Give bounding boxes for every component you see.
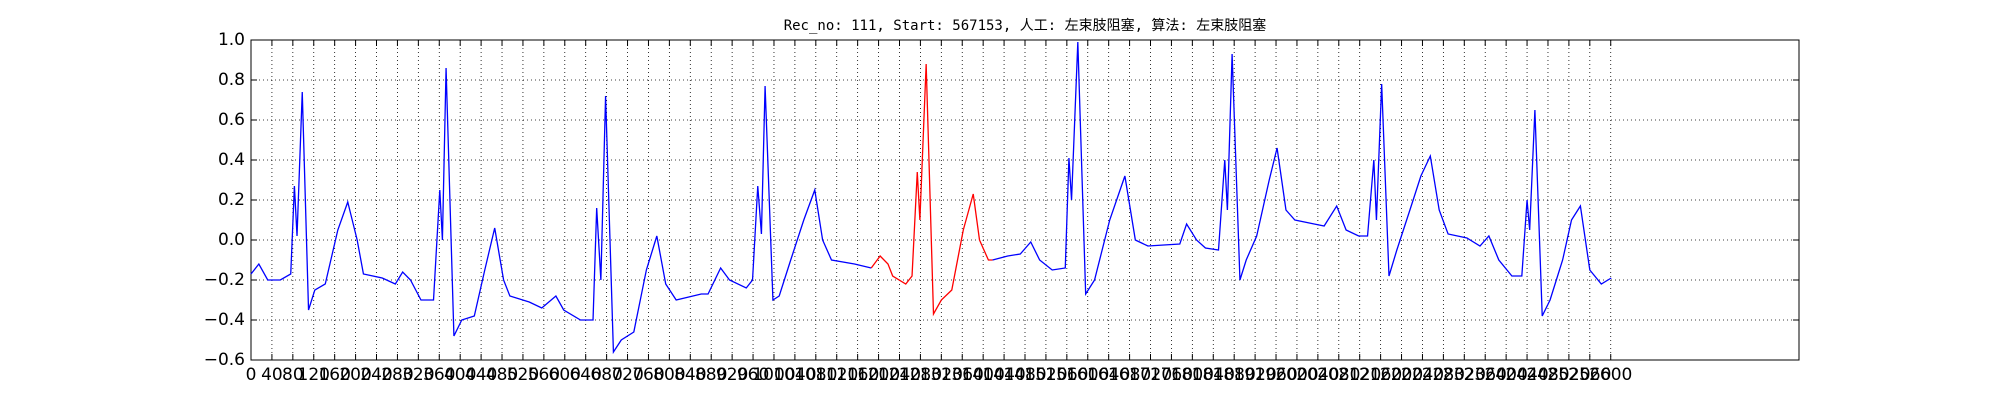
x-tick-label: 1680 [1108, 365, 1151, 385]
y-tick-label: −0.4 [204, 310, 245, 330]
x-tick-label: 1360 [941, 365, 984, 385]
x-tick-label: 0 [246, 365, 257, 385]
x-tick-label: 2600 [1589, 365, 1632, 385]
x-tick-label: 2040 [1296, 365, 1339, 385]
x-tick-label: 2520 [1547, 365, 1590, 385]
x-tick-label: 1320 [920, 365, 963, 385]
x-tick-label: 40 [261, 365, 283, 385]
y-tick-label: 0.6 [218, 110, 245, 130]
x-tick-label: 680 [590, 365, 622, 385]
y-tick-label: 0.8 [218, 70, 245, 90]
x-tick-label: 520 [507, 365, 539, 385]
x-tick-label: 2240 [1401, 365, 1444, 385]
x-tick-label: 1400 [962, 365, 1005, 385]
x-tick-label: 2120 [1338, 365, 1381, 385]
x-tick-label: 880 [695, 365, 727, 385]
x-tick-label: 1600 [1066, 365, 1109, 385]
x-tick-label: 360 [423, 365, 455, 385]
x-tick-label: 1840 [1192, 365, 1235, 385]
x-tick-label: 440 [465, 365, 497, 385]
x-tick-label: 320 [402, 365, 434, 385]
x-tick-label: 1520 [1024, 365, 1067, 385]
x-tick-label: 200 [339, 365, 371, 385]
x-tick-label: 1880 [1213, 365, 1256, 385]
x-tick-label: 760 [632, 365, 664, 385]
x-tick-label: 720 [611, 365, 643, 385]
x-tick-label: 560 [528, 365, 560, 385]
x-tick-label: 840 [674, 365, 706, 385]
x-tick-label: 2280 [1422, 365, 1465, 385]
x-tick-label: 1160 [836, 365, 879, 385]
x-tick-label: 2160 [1359, 365, 1402, 385]
x-tick-label: 800 [653, 365, 685, 385]
x-tick-label: 1800 [1171, 365, 1214, 385]
y-tick-label: −0.6 [204, 350, 245, 370]
x-tick-label: 2400 [1485, 365, 1528, 385]
series-line [992, 41, 1612, 317]
x-tick-label: 1200 [857, 365, 900, 385]
x-tick-label: 960 [737, 365, 769, 385]
x-tick-label: 1640 [1087, 365, 1130, 385]
x-tick-label: 2000 [1275, 365, 1318, 385]
x-tick-label: 1240 [878, 365, 921, 385]
x-tick-label: 1760 [1150, 365, 1193, 385]
x-tick-label: 2480 [1526, 365, 1569, 385]
x-tick-label: 2080 [1317, 365, 1360, 385]
series-line [250, 67, 872, 355]
x-tick-label: 2200 [1380, 365, 1423, 385]
x-tick-label: 1040 [773, 365, 816, 385]
chart-title: Rec_no: 111, Start: 567153, 人工: 左束肢阻塞, 算… [784, 17, 1267, 34]
series-line [870, 63, 993, 317]
plot-frame [250, 39, 1800, 361]
x-tick-label: 1080 [794, 365, 837, 385]
y-tick-label: 0.2 [218, 190, 245, 210]
y-tick-label: 1.0 [218, 30, 245, 50]
x-tick-label: 480 [486, 365, 518, 385]
x-tick-label: 2360 [1464, 365, 1507, 385]
x-tick-label: 280 [381, 365, 413, 385]
x-tick-label: 1920 [1233, 365, 1276, 385]
x-tick-label: 2560 [1568, 365, 1611, 385]
x-tick-label: 80 [282, 365, 304, 385]
x-tick-label: 2440 [1505, 365, 1548, 385]
y-tick-label: −0.2 [204, 270, 245, 290]
y-tick-label: 0.0 [218, 230, 245, 250]
x-tick-label: 640 [569, 365, 601, 385]
x-tick-label: 920 [716, 365, 748, 385]
x-tick-label: 240 [360, 365, 392, 385]
x-tick-label: 400 [444, 365, 476, 385]
x-tick-label: 1440 [982, 365, 1025, 385]
x-tick-label: 1120 [815, 365, 858, 385]
y-tick-label: 0.4 [218, 150, 245, 170]
x-tick-label: 600 [549, 365, 581, 385]
x-tick-label: 1960 [1254, 365, 1297, 385]
x-tick-label: 160 [318, 365, 350, 385]
x-tick-label: 1000 [752, 365, 795, 385]
x-tick-label: 1280 [899, 365, 942, 385]
x-tick-label: 2320 [1443, 365, 1486, 385]
x-tick-label: 1480 [1003, 365, 1046, 385]
x-tick-label: 1720 [1129, 365, 1172, 385]
x-tick-label: 120 [298, 365, 330, 385]
x-tick-label: 1560 [1045, 365, 1088, 385]
